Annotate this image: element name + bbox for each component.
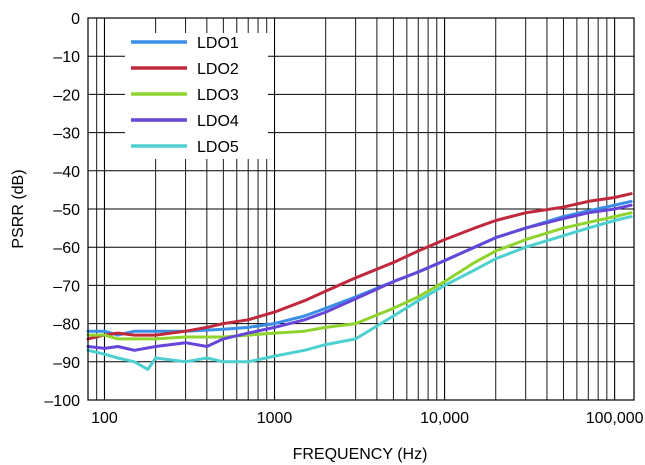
series-line-ldo3: [86, 211, 633, 341]
series-line-ldo5: [86, 215, 633, 371]
series-line-ldo2: [86, 192, 633, 341]
series-lines: [86, 192, 633, 371]
y-tick-label: –70: [53, 278, 80, 295]
legend-label-ldo5: LDO5: [197, 139, 239, 156]
y-tick-labels: 0 –10 –20 –30 –40 –50 –60 –70 –80 –90 –100: [44, 11, 80, 410]
legend: LDO1 LDO2 LDO3 LDO4 LDO5: [125, 33, 268, 159]
legend-label-ldo1: LDO1: [197, 35, 239, 52]
y-tick-label: –50: [53, 202, 80, 219]
legend-label-ldo2: LDO2: [197, 61, 239, 78]
y-tick-label: –30: [53, 126, 80, 143]
y-axis-label: PSRR (dB): [10, 169, 27, 248]
y-tick-label: –10: [53, 49, 80, 66]
y-tick-label: –40: [53, 164, 80, 181]
x-tick-label: 10,000: [420, 410, 469, 427]
x-tick-labels: 100 1000 10,000 100,000: [91, 410, 644, 427]
x-tick-label: 100,000: [586, 410, 644, 427]
legend-background: [125, 33, 268, 159]
y-tick-label: 0: [71, 11, 80, 28]
legend-label-ldo4: LDO4: [197, 113, 239, 130]
x-tick-label: 1000: [257, 410, 293, 427]
legend-label-ldo3: LDO3: [197, 87, 239, 104]
plot-frame: [87, 17, 635, 401]
x-tick-label: 100: [91, 410, 118, 427]
y-tick-label: –90: [53, 355, 80, 372]
y-tick-label: –60: [53, 240, 80, 257]
y-tick-label: –20: [53, 87, 80, 104]
y-tick-label: –100: [44, 393, 80, 410]
y-tick-label: –80: [53, 317, 80, 334]
x-axis-label: FREQUENCY (Hz): [293, 446, 428, 463]
series-line-ldo4: [86, 203, 633, 352]
